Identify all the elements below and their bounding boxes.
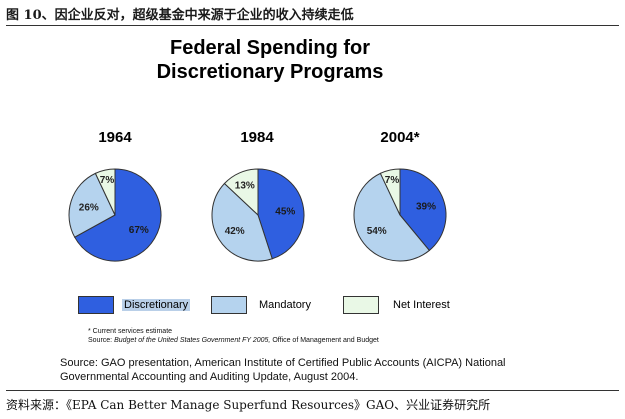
budget-source-suffix: Office of Management and Budget xyxy=(270,337,379,344)
pie-1964-slice-mandatory xyxy=(68,172,116,238)
legend-item-net-interest: Net Interest xyxy=(343,296,450,314)
caption-rule xyxy=(6,25,619,26)
chart-title: Federal Spending for Discretionary Progr… xyxy=(0,36,540,84)
legend-swatch-mandatory xyxy=(211,296,247,314)
legend-item-discretionary: Discretionary xyxy=(78,296,191,314)
chart-title-line-2: Discretionary Programs xyxy=(156,61,384,83)
source-rule xyxy=(6,390,619,391)
pie-1964-slice-discretionary xyxy=(74,168,162,262)
budget-source-title: Budget of the United States Government F… xyxy=(114,337,271,344)
source-chinese: 资料来源：《EPA Can Better Manage Superfund Re… xyxy=(6,398,491,412)
pie-1984-slice-discretionary xyxy=(257,168,305,260)
pie-1984-label-discretionary: 45% xyxy=(275,207,295,218)
source-english: Source: GAO presentation, American Insti… xyxy=(60,356,506,384)
pie-1984-slice-mandatory xyxy=(211,182,273,262)
pie-1984-label-mandatory: 42% xyxy=(225,226,245,237)
pie-1964-label-discretionary: 67% xyxy=(129,225,149,236)
legend-label-discretionary: Discretionary xyxy=(122,299,191,311)
legend-label-mandatory: Mandatory xyxy=(259,299,311,311)
pie-year-2004: 2004* xyxy=(380,129,420,146)
pie-2004-label-discretionary: 39% xyxy=(416,202,436,213)
pie-year-1984: 1984 xyxy=(240,129,274,146)
legend-label-net-interest: Net Interest xyxy=(393,299,450,311)
source-english-line-1: Source: GAO presentation, American Insti… xyxy=(60,357,506,369)
legend-item-mandatory: Mandatory xyxy=(211,296,311,314)
pie-2004-label-mandatory: 54% xyxy=(367,226,387,237)
pie-1984-slice-net-interest xyxy=(223,168,259,217)
pie-2004-slice-discretionary xyxy=(399,168,447,252)
budget-source-note: Source: Budget of the United States Gove… xyxy=(88,337,379,344)
chart-title-line-1: Federal Spending for xyxy=(169,37,371,59)
pie-1964-label-net-interest: 7% xyxy=(100,175,115,186)
legend-swatch-net-interest xyxy=(343,296,379,314)
footnote: * Current services estimate xyxy=(88,328,173,335)
pie-2004-slice-mandatory xyxy=(353,172,431,262)
budget-source-prefix: Source: xyxy=(88,337,115,344)
pie-2004-slice-net-interest xyxy=(379,168,401,216)
pie-1964-slice-net-interest xyxy=(94,168,116,216)
figure-caption: 图 10、因企业反对，超级基金中来源于企业的收入持续走低 xyxy=(6,8,354,23)
pie-1984-label-net-interest: 13% xyxy=(235,181,255,192)
pie-1964-label-mandatory: 26% xyxy=(79,203,99,214)
legend: Discretionary Mandatory Net Interest xyxy=(0,296,625,316)
pie-2004-label-net-interest: 7% xyxy=(385,175,400,186)
legend-swatch-discretionary xyxy=(78,296,114,314)
pie-year-1964: 1964 xyxy=(98,129,132,146)
source-english-line-2: Governmental Accounting and Auditing Upd… xyxy=(60,371,359,383)
pie-charts: 67% 26% 7% 45% 42% 13% 39% 54% 7% xyxy=(68,168,447,262)
